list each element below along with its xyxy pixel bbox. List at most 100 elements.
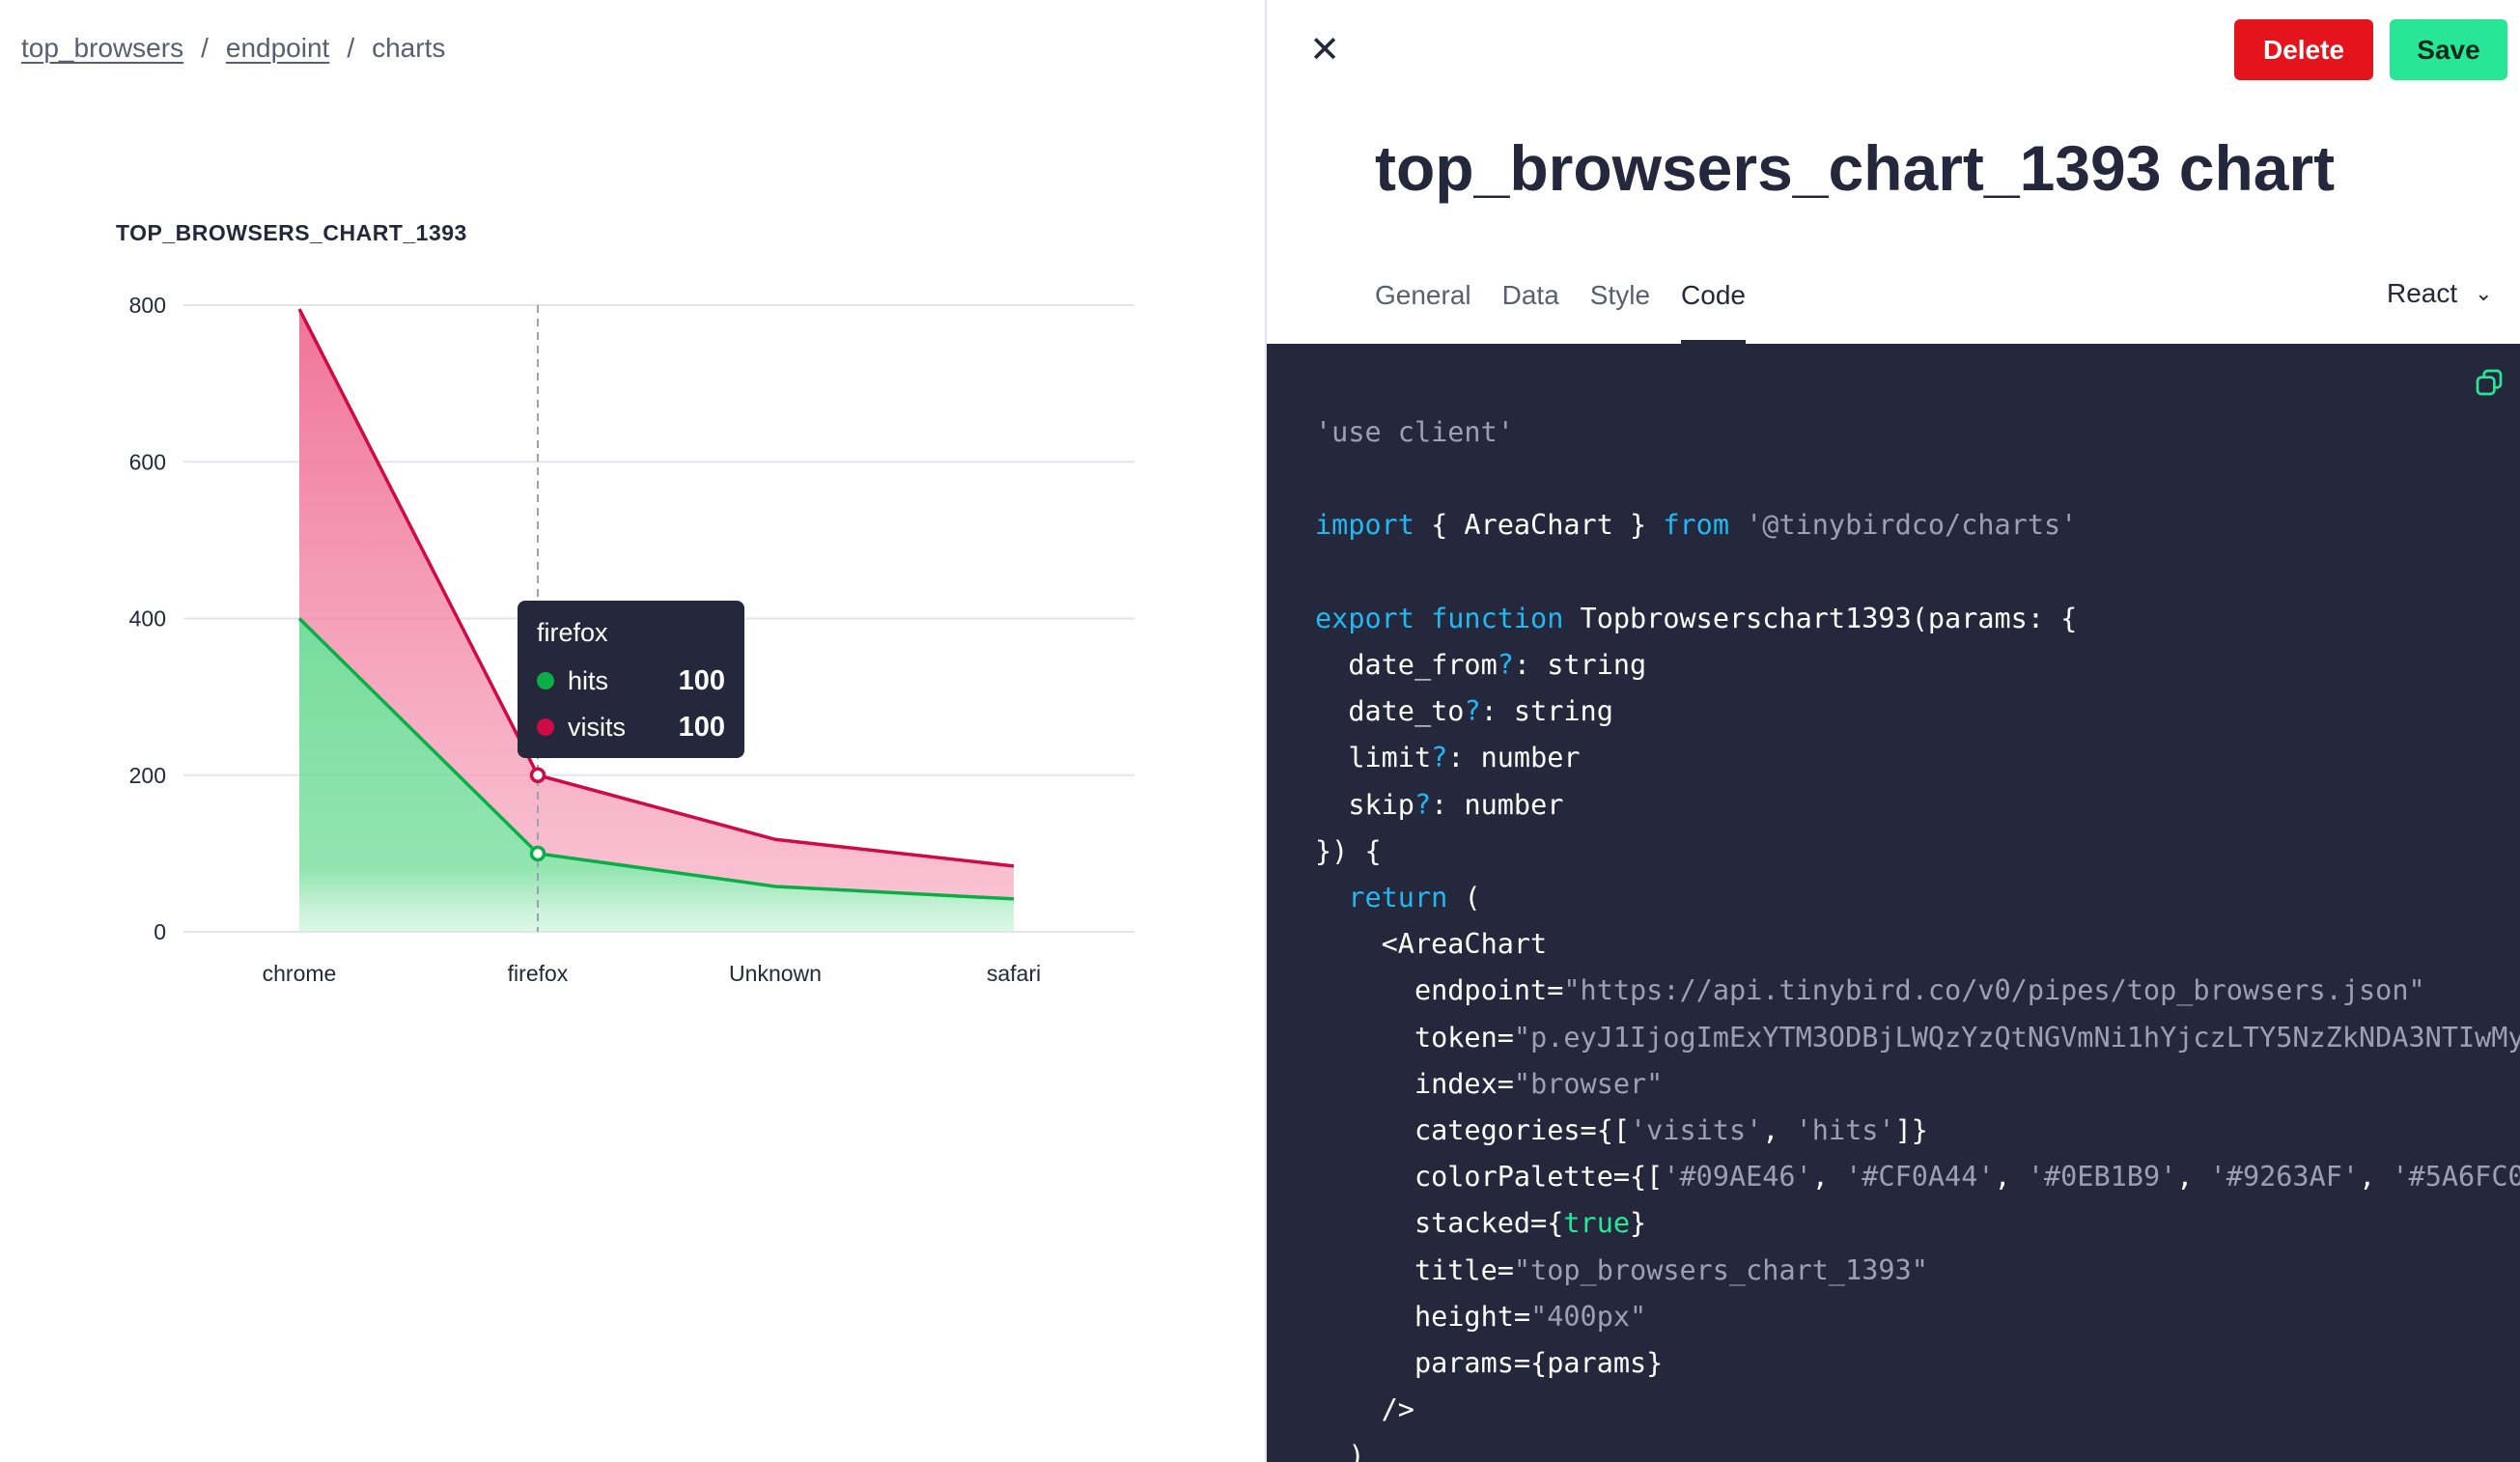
breadcrumb-link-top-browsers[interactable]: top_browsers [21, 33, 184, 63]
code-token: categories={[ [1315, 1114, 1631, 1147]
code-token: 'visits' [1630, 1114, 1763, 1147]
tab-code[interactable]: Code [1681, 276, 1746, 344]
code-token: return [1315, 882, 1448, 914]
breadcrumb-separator: / [201, 33, 209, 63]
code-token: from [1663, 509, 1729, 542]
language-select[interactable]: React ⌄ [2387, 278, 2493, 309]
panel-title: top_browsers_chart_1393 chart [1375, 132, 2336, 204]
tab-style[interactable]: Style [1589, 280, 1651, 310]
hits-color-dot-icon [537, 672, 554, 689]
code-line: categories={['visits', 'hits']} [1315, 1114, 1928, 1146]
save-button[interactable]: Save [2390, 19, 2507, 80]
breadcrumb: top_browsers / endpoint / charts [21, 33, 445, 64]
visits-area [299, 309, 1014, 899]
hits-area [299, 618, 1014, 932]
code-line: import { AreaChart } from '@tinybirdco/c… [1315, 509, 2077, 541]
visits-line [297, 308, 1015, 868]
code-line: skip?: number [1315, 789, 1563, 821]
y-tick-label: 400 [129, 606, 166, 632]
code-token: ? [1431, 742, 1448, 774]
code-token: ( [1447, 882, 1481, 914]
code-token: { AreaChart } [1414, 509, 1664, 542]
code-text: 'use client' import { AreaChart } from '… [1315, 409, 2520, 1462]
x-tick-label: Unknown [729, 961, 822, 986]
code-token: , [2176, 1161, 2210, 1194]
code-token: "browser" [1513, 1067, 1664, 1100]
code-token: "400px" [1530, 1300, 1647, 1333]
code-line: export function Topbrowserschart1393(par… [1315, 603, 2077, 634]
breadcrumb-separator: / [347, 33, 355, 63]
y-tick-label: 0 [154, 919, 166, 944]
code-token: index= [1315, 1067, 1514, 1100]
hits-line [297, 617, 1015, 901]
code-line: endpoint="https://api.tinybird.co/v0/pip… [1315, 974, 2425, 1006]
code-token: 'use client' [1315, 416, 1514, 448]
close-icon[interactable]: ✕ [1309, 30, 1340, 70]
code-line: colorPalette={['#09AE46', '#CF0A44', '#0… [1315, 1161, 2520, 1193]
tooltip-series-name: hits [568, 665, 609, 695]
code-token: height= [1315, 1300, 1531, 1333]
tooltip-row-hits: hits 100 [537, 658, 725, 704]
breadcrumb-link-endpoint[interactable]: endpoint [225, 33, 330, 63]
chevron-down-icon: ⌄ [2475, 281, 2493, 305]
code-line: ) [1315, 1440, 1364, 1462]
code-token: skip [1315, 788, 1414, 821]
code-line: }) { [1315, 835, 1382, 867]
code-token: : number [1431, 788, 1564, 821]
code-token: Topbrowserschart1393(params: { [1563, 602, 2078, 634]
copy-icon[interactable] [2474, 367, 2505, 398]
tab-data[interactable]: Data [1501, 280, 1559, 310]
code-token: ) [1315, 1440, 1365, 1462]
code-line: <AreaChart [1315, 928, 1548, 961]
code-line: /> [1315, 1393, 1414, 1425]
code-token: '@tinybirdco/charts' [1728, 509, 2078, 542]
code-token: '#0EB1B9' [2027, 1161, 2177, 1194]
editor-tabs: General Data Style Code [1375, 276, 1777, 344]
x-tick-label: firefox [508, 961, 569, 986]
y-tick-label: 800 [129, 293, 166, 318]
code-line: index="browser" [1315, 1068, 1663, 1100]
chart-title: TOP_BROWSERS_CHART_1393 [116, 220, 467, 245]
hits-hover-point [529, 845, 546, 862]
code-token: 'hits' [1795, 1114, 1895, 1147]
code-line: date_to?: string [1315, 695, 1613, 727]
code-token: "https://api.tinybird.co/v0/pipes/top_br… [1563, 974, 2425, 1007]
x-tick-label: chrome [263, 961, 337, 986]
area-chart[interactable]: 0 200 400 600 800 chrome firefox Unknown safari [0, 270, 1265, 1004]
code-token: , [1762, 1114, 1796, 1147]
code-token: true [1563, 1207, 1631, 1240]
code-token: export function [1315, 602, 1564, 634]
code-token: stacked={ [1315, 1207, 1564, 1240]
code-token: date_to [1315, 695, 1465, 728]
tooltip-title: firefox [537, 618, 608, 647]
tooltip-series-name: visits [568, 712, 626, 742]
delete-button[interactable]: Delete [2234, 19, 2373, 80]
tooltip-row-visits: visits 100 [537, 704, 725, 750]
code-line: limit?: number [1315, 742, 1580, 774]
tooltip-series-value: 100 [678, 664, 725, 696]
code-token: , [1994, 1161, 2028, 1194]
code-line: title="top_browsers_chart_1393" [1315, 1254, 1928, 1286]
code-block[interactable]: 'use client' import { AreaChart } from '… [1267, 344, 2520, 1462]
tab-general[interactable]: General [1375, 280, 1471, 310]
y-tick-label: 200 [129, 763, 166, 788]
chart-editor-panel: ✕ Delete Save top_browsers_chart_1393 ch… [1265, 0, 2520, 1462]
code-token: '#5A6FC0 [2392, 1161, 2520, 1194]
code-token: ? [1464, 695, 1481, 728]
code-token: }) { [1315, 834, 1382, 867]
code-token: date_from [1315, 649, 1498, 682]
visits-color-dot-icon [537, 718, 554, 736]
code-token: } [1630, 1207, 1647, 1240]
code-line: return ( [1315, 882, 1481, 914]
visits-hover-point [529, 767, 546, 783]
code-token: '#CF0A44' [1845, 1161, 1995, 1194]
breadcrumb-current-charts: charts [372, 33, 446, 63]
code-token: , [1811, 1161, 1846, 1194]
code-line: height="400px" [1315, 1301, 1646, 1333]
tooltip-series-value: 100 [678, 711, 725, 743]
code-token: "top_browsers_chart_1393" [1513, 1253, 1928, 1286]
code-token: <AreaChart [1315, 928, 1548, 961]
code-line: 'use client' [1315, 416, 1514, 448]
code-token: limit [1315, 742, 1432, 774]
code-line: token="p.eyJ1IjogImExYTM3ODBjLWQzYzQtNGV… [1315, 1022, 2520, 1054]
